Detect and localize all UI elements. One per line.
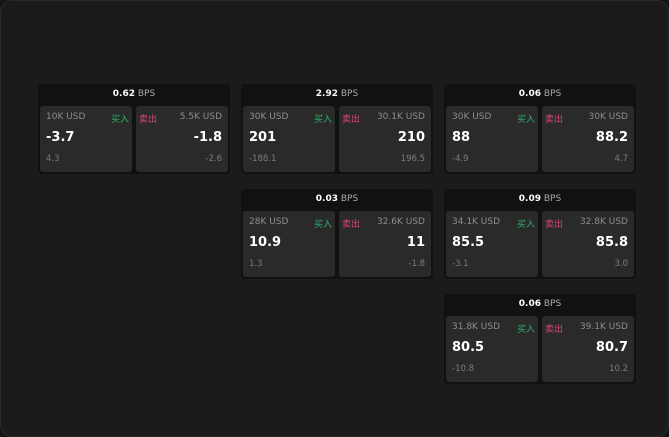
buy-price: 10.9 bbox=[249, 235, 282, 250]
sell-card[interactable]: 30.1K USD 卖出 210 196.5 bbox=[339, 106, 431, 172]
buy-card[interactable]: 30K USD 买入 88 -4.9 bbox=[446, 106, 538, 172]
sell-change: 196.5 bbox=[400, 154, 425, 164]
spread-unit: BPS bbox=[340, 194, 359, 204]
spread-unit: BPS bbox=[340, 89, 359, 99]
sell-price: 80.7 bbox=[595, 340, 628, 355]
buy-price: 201 bbox=[249, 130, 277, 145]
buy-change: -10.8 bbox=[452, 364, 474, 374]
sell-label: 卖出 bbox=[545, 325, 564, 335]
spread-unit: BPS bbox=[137, 89, 156, 99]
buy-price: 80.5 bbox=[452, 340, 485, 355]
buy-change: -4.9 bbox=[452, 154, 469, 164]
sell-price: 210 bbox=[397, 130, 425, 145]
buy-price: 88 bbox=[452, 130, 471, 145]
sell-change: -1.8 bbox=[408, 259, 425, 269]
sell-label: 卖出 bbox=[342, 220, 361, 230]
sell-price: 11 bbox=[406, 235, 425, 250]
buy-card[interactable]: 31.8K USD 买入 80.5 -10.8 bbox=[446, 316, 538, 382]
sell-card[interactable]: 32.8K USD 卖出 85.8 3.0 bbox=[542, 211, 634, 277]
buy-amount: 28K USD bbox=[249, 217, 289, 227]
buy-amount: 10K USD bbox=[46, 112, 86, 122]
spread-unit: BPS bbox=[543, 89, 562, 99]
buy-change: 1.3 bbox=[249, 259, 263, 269]
sell-label: 卖出 bbox=[139, 115, 158, 125]
sell-amount: 32.6K USD bbox=[376, 217, 425, 227]
sell-amount: 32.8K USD bbox=[579, 217, 628, 227]
quote-panel: 2.92 BPS 30K USD 买入 201 -188.1 30.1K USD… bbox=[241, 84, 433, 174]
sell-price: 88.2 bbox=[595, 130, 628, 145]
sell-label: 卖出 bbox=[545, 220, 564, 230]
buy-card[interactable]: 34.1K USD 买入 85.5 -3.1 bbox=[446, 211, 538, 277]
buy-label: 买入 bbox=[516, 115, 535, 125]
buy-price: -3.7 bbox=[46, 130, 75, 145]
spread-header: 0.06 BPS bbox=[444, 294, 636, 315]
buy-change: -188.1 bbox=[249, 154, 277, 164]
buy-card[interactable]: 10K USD 买入 -3.7 4.3 bbox=[40, 106, 132, 172]
sell-card[interactable]: 30K USD 卖出 88.2 4.7 bbox=[542, 106, 634, 172]
buy-card[interactable]: 30K USD 买入 201 -188.1 bbox=[243, 106, 335, 172]
spread-value: 0.06 bbox=[518, 89, 541, 99]
sell-amount: 5.5K USD bbox=[179, 112, 222, 122]
spread-header: 0.06 BPS bbox=[444, 84, 636, 105]
buy-amount: 34.1K USD bbox=[452, 217, 501, 227]
buy-card[interactable]: 28K USD 买入 10.9 1.3 bbox=[243, 211, 335, 277]
sell-change: 4.7 bbox=[614, 154, 628, 164]
sell-price: 85.8 bbox=[595, 235, 628, 250]
buy-amount: 30K USD bbox=[452, 112, 492, 122]
buy-label: 买入 bbox=[313, 220, 332, 230]
sell-change: -2.6 bbox=[205, 154, 222, 164]
sell-amount: 39.1K USD bbox=[579, 322, 628, 332]
spread-value: 0.03 bbox=[315, 194, 338, 204]
sell-price: -1.8 bbox=[193, 130, 222, 145]
spread-unit: BPS bbox=[543, 299, 562, 309]
spread-header: 0.03 BPS bbox=[241, 189, 433, 210]
sell-change: 10.2 bbox=[609, 364, 628, 374]
spread-header: 2.92 BPS bbox=[241, 84, 433, 105]
buy-change: 4.3 bbox=[46, 154, 60, 164]
quote-panel: 0.06 BPS 31.8K USD 买入 80.5 -10.8 39.1K U… bbox=[444, 294, 636, 384]
buy-amount: 31.8K USD bbox=[452, 322, 501, 332]
buy-amount: 30K USD bbox=[249, 112, 289, 122]
sell-amount: 30K USD bbox=[588, 112, 628, 122]
buy-label: 买入 bbox=[110, 115, 129, 125]
buy-label: 买入 bbox=[516, 220, 535, 230]
quote-panel: 0.06 BPS 30K USD 买入 88 -4.9 30K USD 卖出 8… bbox=[444, 84, 636, 174]
quote-panel: 0.09 BPS 34.1K USD 买入 85.5 -3.1 32.8K US… bbox=[444, 189, 636, 279]
quote-panel: 0.62 BPS 10K USD 买入 -3.7 4.3 5.5K USD 卖出… bbox=[38, 84, 230, 174]
sell-card[interactable]: 32.6K USD 卖出 11 -1.8 bbox=[339, 211, 431, 277]
quote-panel: 0.03 BPS 28K USD 买入 10.9 1.3 32.6K USD 卖… bbox=[241, 189, 433, 279]
buy-price: 85.5 bbox=[452, 235, 485, 250]
sell-label: 卖出 bbox=[342, 115, 361, 125]
spread-unit: BPS bbox=[543, 194, 562, 204]
spread-value: 0.62 bbox=[112, 89, 135, 99]
sell-label: 卖出 bbox=[545, 115, 564, 125]
sell-card[interactable]: 39.1K USD 卖出 80.7 10.2 bbox=[542, 316, 634, 382]
spread-value: 0.06 bbox=[518, 299, 541, 309]
buy-label: 买入 bbox=[313, 115, 332, 125]
spread-value: 0.09 bbox=[518, 194, 541, 204]
sell-card[interactable]: 5.5K USD 卖出 -1.8 -2.6 bbox=[136, 106, 228, 172]
spread-value: 2.92 bbox=[315, 89, 338, 99]
sell-amount: 30.1K USD bbox=[376, 112, 425, 122]
spread-header: 0.62 BPS bbox=[38, 84, 230, 105]
sell-change: 3.0 bbox=[614, 259, 628, 269]
spread-header: 0.09 BPS bbox=[444, 189, 636, 210]
buy-label: 买入 bbox=[516, 325, 535, 335]
buy-change: -3.1 bbox=[452, 259, 469, 269]
